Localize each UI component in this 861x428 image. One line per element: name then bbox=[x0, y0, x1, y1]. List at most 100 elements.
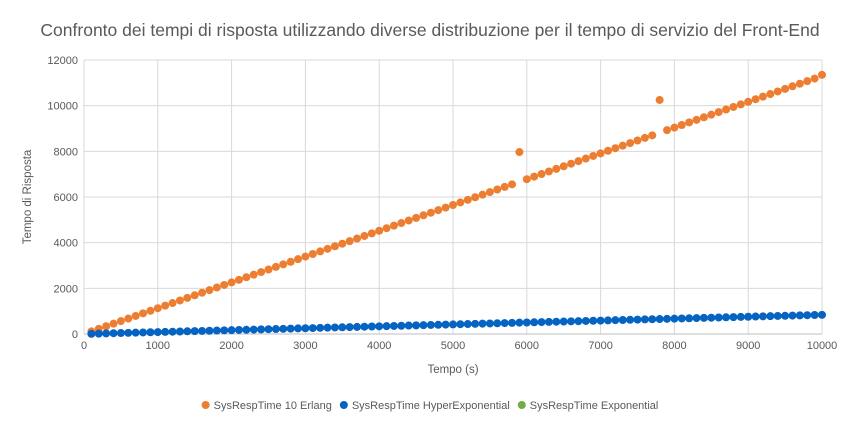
data-point bbox=[471, 193, 480, 202]
data-point bbox=[544, 317, 553, 326]
x-tick-label: 8000 bbox=[662, 340, 686, 352]
data-point bbox=[264, 265, 273, 274]
data-point bbox=[500, 182, 509, 191]
data-point bbox=[552, 164, 561, 173]
data-point bbox=[375, 322, 384, 331]
data-point bbox=[685, 118, 694, 127]
data-point bbox=[677, 121, 686, 130]
data-point bbox=[663, 314, 672, 323]
data-point bbox=[168, 327, 177, 336]
x-tick-label: 3000 bbox=[293, 340, 317, 352]
data-point bbox=[124, 314, 133, 323]
data-point bbox=[279, 260, 288, 269]
data-point bbox=[271, 325, 280, 334]
data-point bbox=[795, 311, 804, 320]
data-point bbox=[279, 324, 288, 333]
data-point bbox=[161, 327, 170, 336]
data-point bbox=[419, 211, 428, 220]
data-point bbox=[153, 304, 162, 313]
y-axis-label: Tempo di Risposta bbox=[22, 149, 34, 244]
y-tick-label: 10000 bbox=[47, 101, 78, 113]
data-point bbox=[257, 268, 266, 277]
data-point bbox=[515, 148, 524, 157]
data-point bbox=[205, 286, 214, 295]
data-point bbox=[729, 102, 738, 111]
data-point bbox=[736, 100, 745, 109]
data-point bbox=[294, 324, 303, 333]
data-point bbox=[190, 327, 199, 336]
data-point bbox=[471, 319, 480, 328]
data-point bbox=[603, 316, 612, 325]
data-point bbox=[397, 219, 406, 228]
data-point bbox=[286, 324, 295, 333]
data-point bbox=[530, 172, 539, 181]
data-point bbox=[633, 315, 642, 324]
data-point bbox=[116, 317, 125, 326]
x-tick-label: 9000 bbox=[736, 340, 760, 352]
data-point bbox=[670, 314, 679, 323]
legend-marker bbox=[517, 401, 526, 409]
legend-label: SysRespTime HyperExponential bbox=[352, 400, 510, 412]
data-point bbox=[478, 190, 487, 199]
data-point bbox=[818, 310, 826, 319]
data-point bbox=[264, 325, 273, 334]
data-point bbox=[559, 317, 568, 326]
series-group bbox=[87, 70, 826, 336]
data-point bbox=[522, 175, 531, 184]
data-point bbox=[146, 306, 155, 315]
data-point bbox=[655, 95, 664, 104]
data-point bbox=[493, 319, 502, 328]
data-point bbox=[102, 329, 111, 338]
data-point bbox=[574, 317, 583, 326]
data-point bbox=[153, 328, 162, 337]
data-point bbox=[589, 316, 598, 325]
data-point bbox=[692, 314, 701, 323]
data-series bbox=[87, 70, 826, 338]
data-point bbox=[648, 131, 657, 140]
data-point bbox=[330, 323, 339, 332]
data-point bbox=[220, 326, 229, 335]
data-point bbox=[353, 322, 362, 331]
data-point bbox=[146, 328, 155, 337]
data-point bbox=[626, 139, 635, 148]
data-point bbox=[596, 316, 605, 325]
data-point bbox=[758, 312, 767, 321]
data-point bbox=[611, 144, 620, 153]
data-point bbox=[618, 316, 627, 325]
data-point bbox=[116, 329, 125, 338]
data-point bbox=[161, 301, 170, 310]
data-point bbox=[567, 159, 576, 168]
data-point bbox=[234, 325, 243, 334]
data-point bbox=[87, 329, 96, 338]
x-tick-label: 6000 bbox=[515, 340, 539, 352]
axes: 0 2000 4000 6000 8000 10000 12000 0 1000 2000 3000… bbox=[47, 55, 837, 352]
data-point bbox=[707, 110, 716, 119]
data-point bbox=[124, 328, 133, 337]
data-point bbox=[316, 247, 325, 256]
data-point bbox=[382, 224, 391, 233]
data-point bbox=[94, 329, 103, 338]
data-point bbox=[589, 151, 598, 160]
data-point bbox=[581, 316, 590, 325]
y-tick-label: 6000 bbox=[54, 192, 78, 204]
data-point bbox=[212, 283, 221, 292]
data-point bbox=[294, 255, 303, 264]
data-point bbox=[345, 237, 354, 246]
y-tick-label: 0 bbox=[72, 329, 78, 341]
data-point bbox=[227, 278, 236, 287]
data-point bbox=[242, 325, 251, 334]
data-point bbox=[168, 299, 177, 308]
data-point bbox=[544, 167, 553, 176]
data-point bbox=[485, 188, 494, 197]
data-point bbox=[412, 213, 421, 222]
chart-title: Confronto dei tempi di risposta utilizza… bbox=[40, 20, 819, 40]
data-point bbox=[271, 262, 280, 271]
data-point bbox=[441, 320, 450, 329]
data-point bbox=[677, 314, 686, 323]
data-point bbox=[286, 257, 295, 266]
data-point bbox=[249, 325, 258, 334]
data-point bbox=[367, 229, 376, 238]
data-point bbox=[242, 273, 251, 282]
data-point bbox=[493, 185, 502, 194]
